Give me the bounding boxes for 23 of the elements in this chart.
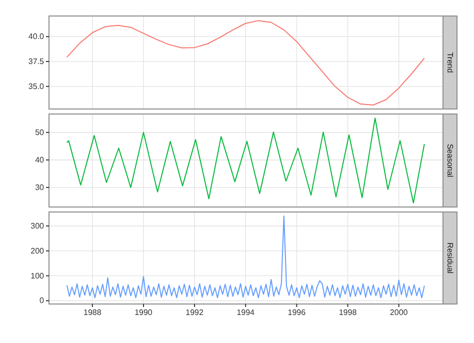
y-tick-label: 30: [35, 182, 45, 192]
x-tick-label: 2000: [390, 308, 408, 317]
text: Trend: [446, 52, 454, 73]
y-tick-label: 35.0: [28, 82, 45, 91]
y-tick-label: 200: [30, 246, 45, 256]
x-tick-label: 1998: [338, 308, 358, 317]
x-tick-label: 1996: [288, 308, 306, 317]
x-tick-label: 1988: [84, 308, 102, 317]
y-tick-label: 37.5: [28, 57, 45, 66]
y-tick-label: 50: [35, 128, 45, 137]
text: Seasonal: [446, 144, 454, 178]
text: Residual: [446, 242, 454, 274]
y-tick-label: 100: [30, 271, 45, 280]
x-tick-label: 1994: [236, 308, 256, 317]
line-series: [66, 20, 425, 106]
y-tick-label: 0: [40, 296, 45, 306]
line-series: [66, 215, 425, 298]
y-tick-label: 40: [35, 155, 45, 164]
x-tick-label: 1992: [186, 308, 204, 317]
y-tick-label: 300: [30, 221, 45, 230]
x-tick-label: 1990: [134, 308, 153, 317]
line-series: [66, 118, 425, 204]
y-tick-label: 40.0: [28, 32, 45, 42]
